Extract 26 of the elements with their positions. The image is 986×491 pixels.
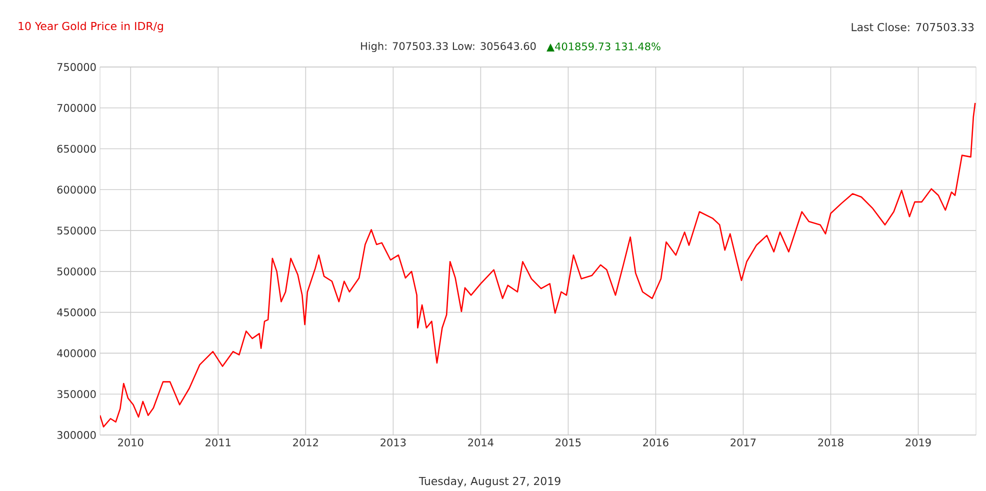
x-tick-label: 2015 [556,438,581,447]
x-tick-label: 2012 [293,438,318,447]
line-series [100,102,976,428]
chart-title: 10 Year Gold Price in IDR/g [18,22,163,32]
y-tick-label: 550000 [57,226,96,235]
y-tick-label: 450000 [57,308,96,316]
text: Tuesday, August 27, 2019 [418,476,560,488]
x-tick-label: 2017 [730,438,756,447]
y-tick-label: 650000 [57,145,96,153]
y-tick-label: 750000 [57,63,96,72]
x-tick-label: 2013 [380,438,406,447]
x-tick-label: 2011 [206,438,230,447]
y-tick-label: 400000 [57,349,96,358]
y-tick-label: 300000 [57,431,96,440]
text: Last Close: 707503.33 [852,22,974,32]
x-tick-label: 2018 [818,438,844,447]
y-tick-label: 700000 [57,104,96,112]
chart-subtitle: High: 707503.33 Low: 305643.60 [361,42,536,52]
x-tick-label: 2019 [906,438,931,447]
x-tick-label: 2014 [468,438,494,447]
x-tick-label: 2016 [643,438,668,447]
x-tick-label: 2010 [118,438,144,447]
y-tick-label: 600000 [57,186,96,194]
text: ▲401859.73 131.48% [546,42,660,52]
y-tick-label: 350000 [57,390,96,398]
y-tick-label: 500000 [57,268,96,276]
